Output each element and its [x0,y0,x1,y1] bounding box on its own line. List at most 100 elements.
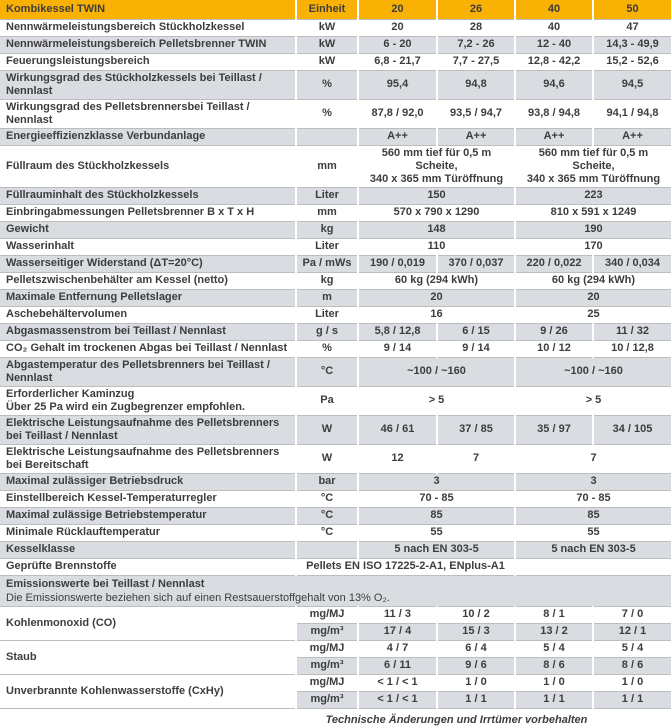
unit-cell [296,127,359,145]
value-cell: 94,5 [593,69,671,99]
row-label: Pelletszwischenbehälter am Kessel (netto… [0,271,297,289]
value-cell: 12 - 40 [515,35,594,53]
value-cell: 6 / 15 [437,322,516,340]
unit-cell: mg/MJ [296,639,359,657]
row-label: Unverbrannte Kohlenwasserstoffe (CxHy) [0,673,297,708]
value-cell: 16 [358,305,516,323]
value-cell: 7 [515,443,671,473]
row-label: Elektrische Leistungsaufnahme des Pellet… [0,414,297,444]
unit-cell: kW [296,18,359,36]
column-header-model-26: 26 [437,0,516,19]
unit-cell: °C [296,523,359,541]
row-label: Kohlenmonoxid (CO) [0,605,297,640]
value-cell: 3 [358,472,516,490]
row-label: Füllrauminhalt des Stückholzkessels [0,186,297,204]
row-label: Wirkungsgrad des Pelletsbrennersbei Teil… [0,98,297,128]
table-row: Maximal zulässige Betriebstemperatur °C 85… [0,506,671,524]
column-header-einheit: Einheit [296,0,359,19]
unit-cell [296,540,359,558]
value-cell: 87,8 / 92,0 [358,98,438,128]
value-cell: A++ [515,127,594,145]
value-cell: A++ [358,127,438,145]
value-cell: 11 / 32 [593,322,671,340]
table-row: Wirkungsgrad des Pelletsbrennersbei Teil… [0,98,671,128]
value-cell: 5 nach EN 303-5 [515,540,671,558]
table-row: Abgasmassenstrom bei Teillast / Nennlast… [0,322,671,340]
table-row: Unverbrannte Kohlenwasserstoffe (CxHy) mg… [0,673,671,708]
value-cell: 70 - 85 [358,489,516,507]
table-row: Minimale Rücklauftemperatur °C 55 55 [0,523,671,541]
value-cell: 12,8 - 42,2 [515,52,594,70]
value-cell: 25 [515,305,671,323]
row-label: CO₂ Gehalt im trockenen Abgas bei Teilla… [0,339,297,357]
table-row: Nennwärmeleistungsbereich Stückholzkesse… [0,18,671,36]
value-cell: > 5 [358,385,516,415]
unit-cell: mm [296,203,359,221]
unit-cell: W [296,443,359,473]
value-cell: 9 / 6 [437,656,516,674]
table-row: Elektrische Leistungsaufnahme des Pellet… [0,443,671,473]
row-label: Feuerungsleistungsbereich [0,52,297,70]
value-cell: 10 / 12 [515,339,594,357]
value-cell: 1 / 0 [515,673,594,691]
value-cell: 7 / 0 [593,605,671,623]
table-row: Füllraum des Stückholzkessels mm 560 mm ti… [0,144,671,187]
value-cell: 150 [358,186,516,204]
unit-cell: mg/m³ [296,656,359,674]
table-row: Wasserinhalt Liter 110 170 [0,237,671,255]
value-cell: 7,2 - 26 [437,35,516,53]
row-label: Wirkungsgrad des Stückholzkessels bei Te… [0,69,297,99]
unit-cell: % [296,98,359,128]
value-cell: 148 [358,220,516,238]
value-cell: 1 / 1 [515,690,594,708]
unit-cell: bar [296,472,359,490]
value-cell: 370 / 0,037 [437,254,516,272]
unit-cell: W [296,414,359,444]
value-cell: 40 [515,18,594,36]
value-cell: A++ [593,127,671,145]
unit-cell: kW [296,52,359,70]
row-label: Staub [0,639,297,674]
table-row: Pelletszwischenbehälter am Kessel (netto… [0,271,671,289]
value-cell: 93,8 / 94,8 [515,98,594,128]
unit-cell: °C [296,506,359,524]
table-row: Nennwärmeleistungsbereich Pelletsbrenner… [0,35,671,53]
value-cell: 28 [437,18,516,36]
value-cell: 15 / 3 [437,622,516,640]
value-cell: ~100 / ~160 [358,356,516,386]
value-cell: 1 / 1 [593,690,671,708]
row-label: Wasserinhalt [0,237,297,255]
column-header-model-40: 40 [515,0,594,19]
value-cell: 14,3 - 49,9 [593,35,671,53]
value-cell: 6 / 11 [358,656,438,674]
table-title: Kombikessel TWIN [0,0,297,19]
value-cell: 55 [515,523,671,541]
value-cell: 10 / 12,8 [593,339,671,357]
value-cell: 20 [515,288,671,306]
row-label: Erforderlicher Kaminzug Über 25 Pa wird … [0,385,297,415]
value-cell: 3 [515,472,671,490]
value-cell: 60 kg (294 kWh) [515,271,671,289]
value-cell: 190 / 0,019 [358,254,438,272]
value-cell: 93,5 / 94,7 [437,98,516,128]
table-row: Einstellbereich Kessel-Temperaturregler °… [0,489,671,507]
value-cell: 12 [358,443,438,473]
value-cell: 20 [358,288,516,306]
table-row: Wasserseitiger Widerstand (ΔT=20°C) Pa / … [0,254,671,272]
table-row: Aschebehältervolumen Liter 16 25 [0,305,671,323]
unit-cell: Pellets EN ISO 17225-2-A1, ENplus-A1 [296,557,516,575]
value-cell: 94,1 / 94,8 [593,98,671,128]
unit-cell: kg [296,220,359,238]
value-cell: 17 / 4 [358,622,438,640]
value-cell: 34 / 105 [593,414,671,444]
value-cell: 37 / 85 [437,414,516,444]
value-cell: 55 [358,523,516,541]
row-label: Energieeffizienzklasse Verbundanlage [0,127,297,145]
value-cell: 7 [437,443,516,473]
unit-cell: °C [296,356,359,386]
value-cell: 8 / 1 [515,605,594,623]
unit-cell: mm [296,144,359,187]
section-header: Emissionswerte bei Teillast / Nennlast Di… [0,574,671,606]
value-cell: 560 mm tief für 0,5 m Scheite, 340 x 365… [358,144,516,187]
